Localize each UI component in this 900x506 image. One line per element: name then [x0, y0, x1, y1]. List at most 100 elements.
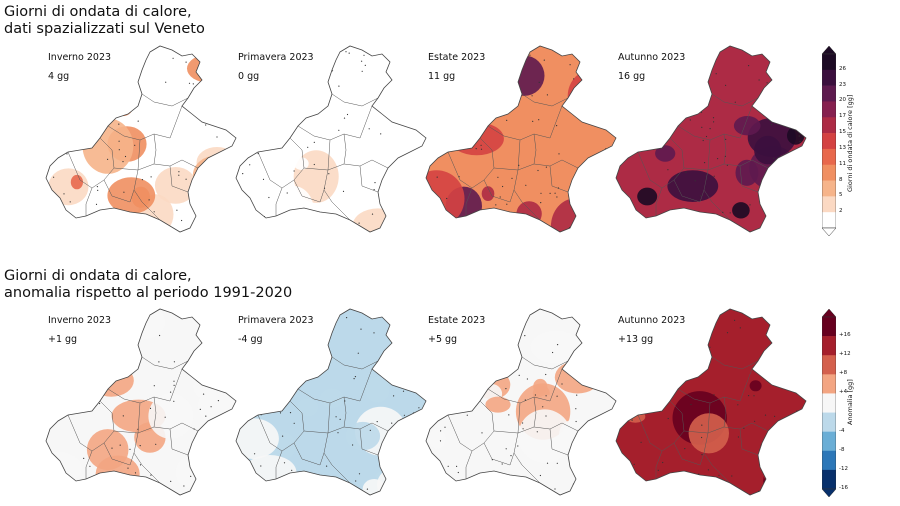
station-dot	[532, 120, 534, 122]
station-dot	[212, 54, 215, 56]
station-dot	[642, 398, 645, 400]
station-dot	[754, 420, 756, 422]
station-dot	[731, 475, 733, 477]
station-dot	[697, 97, 699, 99]
station-dot	[197, 365, 199, 367]
map-contour-blob	[246, 367, 295, 399]
station-dot	[355, 492, 357, 494]
station-dot	[522, 428, 524, 430]
station-dot	[64, 84, 66, 86]
map-contour-blob	[293, 157, 309, 170]
station-dot	[574, 375, 576, 377]
station-dot	[633, 472, 635, 474]
r2-p2-value: -4 gg	[238, 334, 263, 345]
region-outline	[235, 45, 427, 233]
station-dot	[380, 133, 382, 135]
station-dot	[522, 489, 524, 491]
station-dot	[534, 394, 536, 396]
station-dot	[524, 399, 526, 401]
station-dot	[595, 89, 597, 92]
province-border	[85, 450, 93, 479]
station-dot	[185, 61, 187, 63]
station-dot	[264, 81, 266, 83]
station-dot	[441, 416, 444, 418]
station-dot	[400, 451, 403, 453]
map-contour-blob	[54, 366, 88, 391]
map-r2-primavera	[235, 308, 427, 496]
province-border	[113, 422, 199, 434]
station-dot	[358, 222, 360, 224]
station-dot	[404, 431, 406, 433]
station-dot	[170, 391, 172, 393]
station-dot	[165, 81, 167, 83]
colorbar-segment	[822, 164, 836, 181]
colorbar-segment	[822, 469, 836, 490]
station-dot	[452, 370, 454, 372]
station-dot	[725, 84, 727, 86]
station-dot	[173, 384, 175, 386]
station-dot	[700, 359, 702, 361]
map-contour-blob	[658, 85, 686, 112]
province-border	[533, 133, 537, 165]
r2-p4-season: Autunno 2023	[618, 315, 686, 326]
province-border	[331, 93, 379, 107]
station-dot	[228, 421, 230, 423]
map-contour-blob	[426, 101, 465, 146]
station-dot	[139, 215, 142, 217]
station-dot	[724, 155, 726, 157]
station-dot	[780, 369, 782, 371]
station-dot	[444, 426, 446, 428]
station-dot	[153, 385, 155, 387]
station-dot	[634, 132, 637, 135]
row1-title-line2: dati spazializzati sul Veneto	[4, 21, 205, 37]
province-border	[465, 187, 473, 216]
station-dot	[403, 414, 405, 416]
map-contour-blob	[783, 159, 806, 191]
r2-p2-season: Primavera 2023	[238, 315, 314, 326]
province-border	[343, 133, 347, 165]
station-dot	[587, 374, 590, 376]
station-dot	[366, 488, 368, 490]
station-dot	[786, 442, 788, 444]
station-dot	[205, 124, 207, 126]
station-dot	[585, 200, 587, 202]
region-outline	[45, 45, 237, 233]
station-dot	[361, 70, 363, 72]
colorbar-segment	[822, 431, 836, 452]
station-dot	[412, 337, 414, 339]
province-border	[533, 396, 537, 428]
colorbar-tick-label: 5	[839, 192, 843, 199]
station-dot	[491, 459, 493, 461]
colorbar-extend-bottom	[822, 227, 836, 236]
station-dot	[373, 332, 375, 334]
station-dot	[800, 165, 802, 167]
station-dot	[552, 351, 554, 354]
station-dot	[53, 176, 55, 178]
map-contour-blob	[354, 154, 384, 174]
map-contour-blob	[345, 421, 381, 451]
station-dot	[762, 204, 764, 206]
station-dot	[139, 445, 141, 447]
station-dot	[499, 482, 501, 484]
station-dot	[222, 176, 224, 178]
station-dot	[450, 375, 452, 377]
station-dot	[624, 212, 626, 214]
station-dot	[383, 180, 385, 183]
station-dot	[183, 485, 185, 487]
province-border	[297, 368, 373, 404]
region-outline	[235, 308, 427, 496]
station-dot	[317, 224, 319, 226]
province-border	[677, 368, 753, 404]
station-dot	[667, 417, 669, 420]
province-border	[293, 179, 325, 203]
station-dot	[502, 185, 504, 188]
station-dot	[682, 352, 684, 354]
station-dot	[185, 105, 187, 107]
station-dot	[657, 350, 659, 352]
station-dot	[64, 133, 66, 135]
station-dot	[630, 104, 632, 106]
station-dot	[410, 447, 412, 449]
province-border	[483, 179, 515, 203]
station-dot	[348, 52, 350, 54]
station-dot	[218, 387, 220, 389]
